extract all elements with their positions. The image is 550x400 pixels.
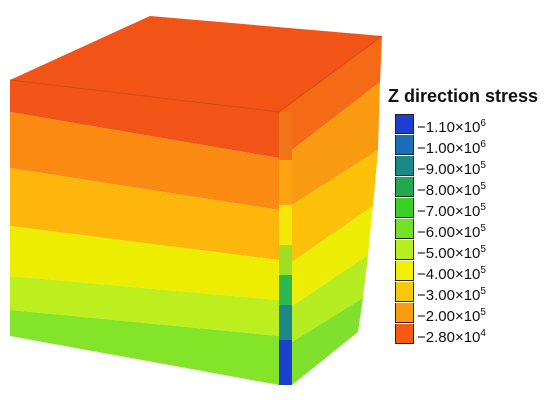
legend-label: −8.00×105 — [417, 181, 486, 199]
column-segment-1 — [279, 112, 292, 160]
legend-swatch — [395, 303, 414, 323]
column-segment-4 — [279, 245, 292, 275]
column-segment-2 — [279, 160, 292, 205]
legend: Z direction stress −1.10×106 −1.00×106 −9.… — [388, 86, 548, 346]
legend-swatch — [395, 135, 414, 155]
front-band-4 — [10, 226, 279, 300]
cube-edge-line — [9, 35, 383, 113]
side-band-3 — [292, 150, 378, 262]
legend-swatch — [395, 240, 414, 260]
legend-swatch — [395, 156, 414, 176]
column-segment-7 — [279, 340, 292, 385]
legend-label: −6.00×105 — [417, 223, 486, 241]
side-band-2 — [292, 82, 380, 205]
cube-side-face — [279, 36, 382, 385]
front-band-5 — [10, 276, 279, 336]
legend-title: Z direction stress — [388, 86, 539, 106]
legend-label: −7.00×105 — [417, 202, 486, 220]
legend-label: −5.00×105 — [417, 244, 486, 262]
legend-label: −9.00×105 — [417, 160, 486, 178]
legend-swatch — [395, 177, 414, 197]
stress-cube-3d — [9, 16, 383, 385]
legend-colorbar: −1.10×106 −1.00×106 −9.00×105 −8.00×105 −7.0… — [388, 114, 548, 346]
column-segment-5 — [279, 275, 292, 305]
side-band-6 — [292, 298, 363, 385]
legend-swatch — [395, 114, 414, 134]
legend-label: −2.00×105 — [417, 307, 486, 325]
front-band-1 — [10, 80, 279, 158]
column-segment-3 — [279, 205, 292, 245]
legend-label: −3.00×105 — [417, 286, 486, 304]
legend-swatch — [395, 261, 414, 281]
legend-swatch — [395, 198, 414, 218]
legend-swatch — [395, 219, 414, 239]
front-band-2 — [10, 112, 279, 210]
legend-label: −1.10×106 — [417, 118, 486, 136]
stress-column — [279, 112, 292, 385]
legend-label: −4.00×105 — [417, 265, 486, 283]
cube-front-face — [10, 80, 279, 385]
legend-swatch — [395, 324, 414, 344]
column-segment-6 — [279, 305, 292, 340]
side-band-4 — [292, 206, 373, 306]
legend-label: −1.00×106 — [417, 139, 486, 157]
front-band-6 — [10, 310, 279, 385]
legend-label: −2.80×104 — [417, 328, 486, 346]
legend-swatch — [395, 282, 414, 302]
cube-top-face — [10, 16, 382, 112]
front-band-3 — [10, 168, 279, 260]
side-band-1 — [279, 36, 382, 150]
side-band-5 — [292, 255, 368, 342]
